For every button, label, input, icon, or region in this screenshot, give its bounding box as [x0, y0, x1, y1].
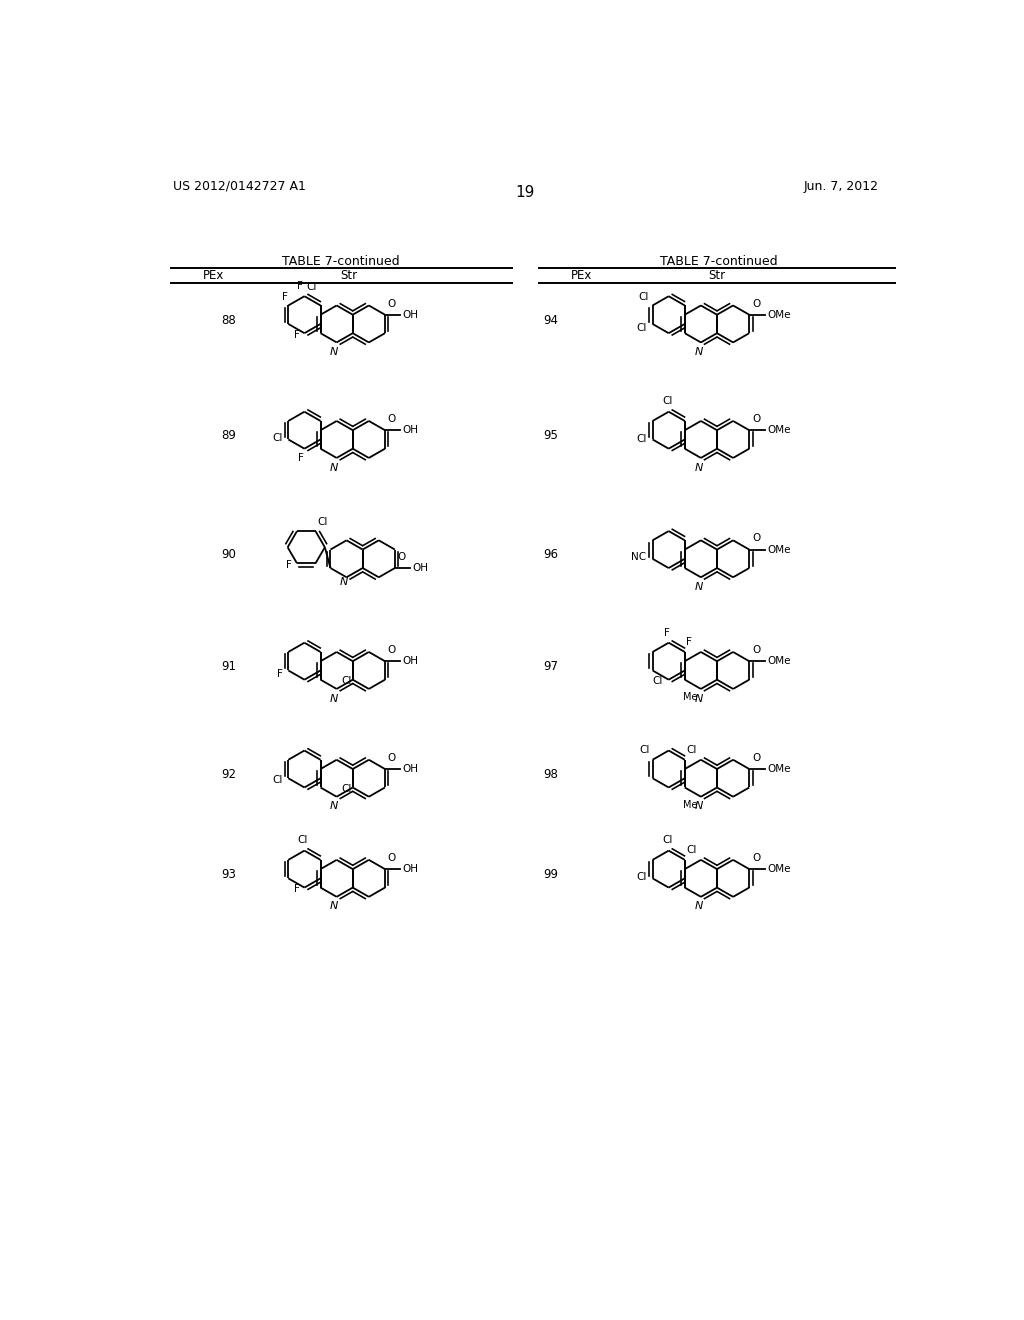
Text: Cl: Cl: [662, 836, 673, 845]
Text: N: N: [694, 462, 702, 473]
Text: 98: 98: [543, 768, 558, 781]
Text: 88: 88: [221, 314, 237, 326]
Text: OH: OH: [402, 656, 419, 667]
Text: Cl: Cl: [341, 784, 351, 793]
Text: Cl: Cl: [636, 871, 646, 882]
Text: O: O: [388, 853, 396, 863]
Text: Cl: Cl: [272, 775, 283, 785]
Text: OMe: OMe: [767, 865, 791, 874]
Text: O: O: [752, 752, 760, 763]
Text: O: O: [752, 298, 760, 309]
Text: Cl: Cl: [662, 396, 673, 407]
Text: O: O: [752, 853, 760, 863]
Text: OMe: OMe: [767, 310, 791, 319]
Text: OMe: OMe: [767, 656, 791, 667]
Text: N: N: [330, 693, 339, 704]
Text: F: F: [665, 628, 670, 638]
Text: 99: 99: [543, 869, 558, 880]
Text: 94: 94: [543, 314, 558, 326]
Text: 97: 97: [543, 660, 558, 673]
Text: Jun. 7, 2012: Jun. 7, 2012: [803, 180, 879, 193]
Text: N: N: [694, 801, 702, 812]
Text: F: F: [294, 884, 300, 894]
Text: Cl: Cl: [686, 746, 696, 755]
Text: N: N: [330, 902, 339, 911]
Text: N: N: [330, 801, 339, 812]
Text: OMe: OMe: [767, 545, 791, 554]
Text: Cl: Cl: [652, 676, 663, 686]
Text: TABLE 7-continued: TABLE 7-continued: [659, 255, 777, 268]
Text: OH: OH: [402, 764, 419, 774]
Text: TABLE 7-continued: TABLE 7-continued: [283, 255, 400, 268]
Text: Cl: Cl: [640, 746, 650, 755]
Text: 89: 89: [221, 429, 237, 442]
Text: N: N: [330, 347, 339, 356]
Text: O: O: [388, 298, 396, 309]
Text: O: O: [752, 414, 760, 424]
Text: N: N: [694, 582, 702, 591]
Text: PEx: PEx: [570, 269, 592, 282]
Text: Str: Str: [340, 269, 357, 282]
Text: F: F: [286, 560, 292, 570]
Text: O: O: [388, 414, 396, 424]
Text: F: F: [298, 453, 304, 463]
Text: N: N: [694, 902, 702, 911]
Text: O: O: [752, 645, 760, 655]
Text: 93: 93: [221, 869, 237, 880]
Text: N: N: [330, 462, 339, 473]
Text: 96: 96: [543, 548, 558, 561]
Text: 95: 95: [543, 429, 558, 442]
Text: PEx: PEx: [203, 269, 224, 282]
Text: OH: OH: [402, 865, 419, 874]
Text: Cl: Cl: [272, 433, 283, 444]
Text: 90: 90: [221, 548, 237, 561]
Text: F: F: [686, 638, 692, 647]
Text: 91: 91: [221, 660, 237, 673]
Text: OH: OH: [402, 425, 419, 436]
Text: Cl: Cl: [298, 836, 308, 845]
Text: 92: 92: [221, 768, 237, 781]
Text: OH: OH: [402, 310, 419, 319]
Text: Me: Me: [683, 800, 697, 809]
Text: F: F: [294, 330, 300, 339]
Text: F: F: [297, 281, 303, 290]
Text: O: O: [388, 645, 396, 655]
Text: OH: OH: [413, 564, 429, 573]
Text: O: O: [388, 752, 396, 763]
Text: Cl: Cl: [686, 845, 696, 855]
Text: Cl: Cl: [317, 517, 328, 528]
Text: F: F: [283, 292, 288, 302]
Text: OMe: OMe: [767, 764, 791, 774]
Text: O: O: [752, 533, 760, 544]
Text: N: N: [340, 577, 348, 587]
Text: Cl: Cl: [306, 281, 316, 292]
Text: Cl: Cl: [637, 434, 647, 444]
Text: US 2012/0142727 A1: US 2012/0142727 A1: [173, 180, 306, 193]
Text: F: F: [278, 669, 283, 680]
Text: Str: Str: [709, 269, 726, 282]
Text: Cl: Cl: [638, 292, 648, 302]
Text: N: N: [694, 693, 702, 704]
Text: Me: Me: [683, 692, 697, 702]
Text: Cl: Cl: [637, 323, 647, 333]
Text: 19: 19: [515, 185, 535, 201]
Text: O: O: [397, 552, 406, 562]
Text: NC: NC: [631, 552, 646, 562]
Text: N: N: [694, 347, 702, 356]
Text: OMe: OMe: [767, 425, 791, 436]
Text: Cl: Cl: [341, 676, 351, 686]
